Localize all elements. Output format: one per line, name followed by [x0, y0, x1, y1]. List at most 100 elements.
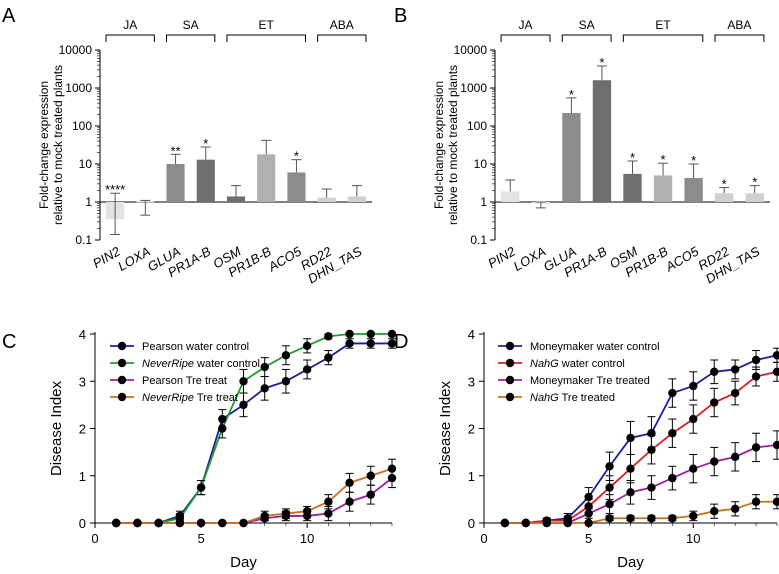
y-tick-label: 100: [467, 119, 487, 133]
y-tick-label: 100: [72, 119, 92, 133]
y-tick-label: 2: [79, 422, 86, 437]
data-point: [345, 339, 354, 348]
data-point: [647, 483, 656, 492]
y-tick-label: 3: [79, 374, 86, 389]
y-axis-label: Disease Index: [48, 380, 65, 476]
group-bracket: [226, 34, 307, 42]
group-bracket: [714, 34, 765, 42]
legend-text-part: Pearson: [142, 341, 183, 353]
data-point: [626, 433, 635, 443]
group-label-et: ET: [655, 18, 671, 32]
group-label-sa: SA: [579, 18, 595, 32]
group-label-et: ET: [259, 18, 275, 32]
y-tick-label: 0: [468, 516, 475, 531]
data-point: [218, 414, 227, 424]
data-point: [710, 457, 719, 466]
group-label-ja: JA: [123, 18, 137, 32]
data-point: [730, 504, 740, 514]
legend-marker: [117, 375, 127, 385]
y-axis-label-line: relative to mock treated plants: [51, 65, 65, 225]
y-tick-label: 1: [480, 195, 487, 209]
data-point: [626, 488, 635, 497]
y-tick-label: 1: [468, 469, 475, 484]
y-axis-label-line: Fold-change expression: [432, 81, 446, 209]
panel-label-c: C: [2, 331, 16, 353]
y-tick-label: 10: [474, 157, 488, 171]
data-point: [689, 511, 698, 521]
data-point: [302, 365, 312, 374]
data-point: [387, 339, 397, 348]
data-point: [689, 381, 698, 391]
legend-text-part: NahG: [530, 392, 559, 404]
category-label: LOXA: [511, 244, 549, 274]
data-point: [605, 499, 614, 509]
data-point: [281, 351, 291, 360]
y-axis-label: Fold-change expressionrelative to mock t…: [432, 65, 460, 225]
data-point: [689, 414, 698, 424]
data-point: [302, 506, 312, 516]
y-tick-label: 10000: [59, 43, 93, 57]
category-label: LOXA: [115, 244, 153, 274]
data-point: [668, 514, 677, 523]
y-tick-label: 10: [79, 157, 93, 171]
legend-text-part: water control: [559, 358, 625, 370]
legend-marker: [505, 358, 515, 368]
legend-marker: [117, 358, 127, 368]
data-point: [730, 365, 740, 374]
bar-osm: [226, 196, 246, 202]
data-point: [196, 518, 206, 528]
data-point: [689, 464, 698, 473]
data-point: [751, 355, 761, 365]
y-tick-label: 0: [79, 516, 86, 531]
line-chart-d: 0 1 2 3 4 0 5 10 Day Disease Index Moneymaker wate…: [437, 327, 779, 571]
legend-entry: Pearson Tre treat: [142, 375, 227, 387]
legend-text-part: NeverRipe: [142, 392, 194, 404]
x-tick-label: 0: [480, 531, 487, 546]
significance-marker: ****: [105, 182, 125, 197]
significance-marker: *: [294, 149, 299, 164]
legend-marker: [117, 392, 127, 402]
data-point: [175, 518, 185, 528]
x-tick-label: 0: [91, 531, 98, 546]
data-point: [500, 518, 510, 528]
data-point: [239, 400, 248, 410]
y-axis-label: Disease Index: [437, 380, 454, 476]
data-point: [772, 440, 779, 450]
legend-marker: [117, 341, 127, 351]
legend-text-part: water control: [194, 358, 260, 370]
x-tick-label: 10: [686, 531, 700, 546]
data-point: [345, 329, 354, 339]
data-point: [281, 509, 291, 518]
data-point: [772, 351, 779, 360]
legend-text-part: Moneymaker Tre treated: [530, 375, 650, 387]
group-label-ja: JA: [519, 18, 533, 32]
significance-marker: *: [661, 152, 666, 167]
bar-pr1b-b: [257, 154, 276, 202]
data-point: [324, 509, 333, 518]
group-bracket: [500, 34, 551, 42]
group-bracket: [561, 34, 612, 42]
x-tick-label: 10: [300, 531, 314, 546]
bar-osm: [623, 173, 642, 202]
bar-glua: [166, 164, 185, 202]
bar-pr1a-b: [592, 80, 612, 202]
legend-text-part: Tre treated: [559, 392, 615, 404]
bar-aco5: [684, 177, 703, 202]
legend-text-part: Pearson Tre treat: [142, 375, 227, 387]
data-point: [647, 514, 656, 523]
data-point: [584, 509, 593, 518]
data-point: [730, 388, 740, 398]
bar-pr1b-b: [653, 175, 673, 202]
data-point: [730, 452, 740, 462]
bar-pr1a-b: [196, 159, 215, 202]
y-tick-label: 2: [468, 422, 475, 437]
data-point: [751, 497, 761, 506]
bar-pin2: [501, 191, 520, 202]
data-point: [196, 483, 206, 492]
data-point: [668, 388, 677, 398]
data-point: [605, 462, 614, 471]
data-point: [584, 502, 593, 511]
group-label-sa: SA: [183, 18, 199, 32]
data-point: [366, 490, 375, 499]
